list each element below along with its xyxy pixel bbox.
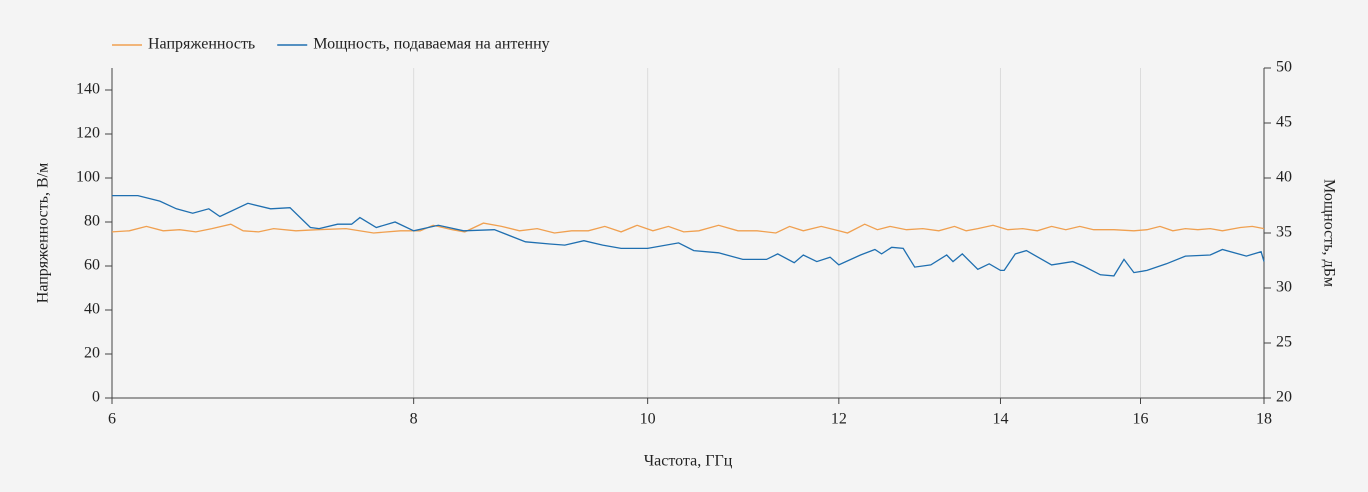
- x-tick-label: 16: [1132, 411, 1148, 428]
- legend-label: Мощность, подаваемая на антенну: [313, 36, 549, 53]
- y-tick-label: 80: [84, 213, 100, 230]
- y-tick-label: 100: [76, 169, 100, 186]
- y2-tick-label: 30: [1276, 279, 1292, 296]
- y-tick-label: 0: [92, 389, 100, 406]
- x-tick-label: 18: [1256, 411, 1272, 428]
- y-tick-label: 60: [84, 257, 100, 274]
- y-axis-label: Напряженность, В/м: [35, 163, 52, 303]
- x-tick-label: 12: [831, 411, 847, 428]
- y2-tick-label: 20: [1276, 389, 1292, 406]
- y2-tick-label: 35: [1276, 224, 1292, 241]
- x-tick-label: 8: [410, 411, 418, 428]
- y2-tick-label: 50: [1276, 59, 1292, 76]
- x-tick-label: 14: [992, 411, 1008, 428]
- y2-tick-label: 40: [1276, 169, 1292, 186]
- series-line: [111, 222, 1265, 234]
- series-line: [112, 194, 1265, 277]
- y2-tick-label: 45: [1276, 114, 1292, 131]
- y2-axis-label: Мощность, дБм: [1320, 179, 1337, 287]
- x-tick-label: 10: [640, 411, 656, 428]
- y-tick-label: 20: [84, 345, 100, 362]
- y2-tick-label: 25: [1276, 334, 1292, 351]
- x-axis-label: Частота, ГГц: [644, 453, 733, 470]
- legend-label: Напряженность: [148, 36, 255, 53]
- x-tick-label: 6: [108, 411, 116, 428]
- y-tick-label: 140: [76, 81, 100, 98]
- y-tick-label: 120: [76, 125, 100, 142]
- y-tick-label: 40: [84, 301, 100, 318]
